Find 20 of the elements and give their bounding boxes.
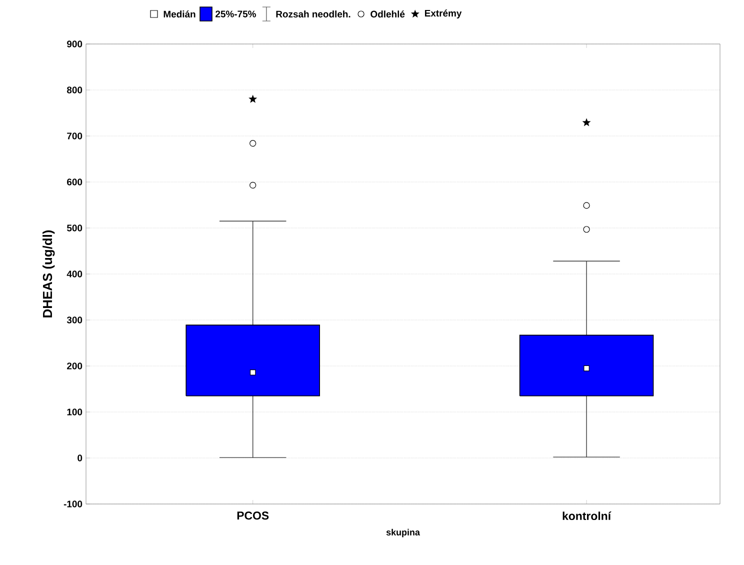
- text: Odlehlé: [370, 10, 405, 18]
- legend-label: Extrémy: [424, 10, 462, 18]
- y-tick-label: 0: [78, 454, 82, 462]
- x-axis-title: skupina: [386, 528, 420, 538]
- y-tick-label: 500: [66, 224, 82, 232]
- text: Rozsah neodleh.: [276, 10, 350, 18]
- y-tick-label: 300: [66, 316, 82, 324]
- y-tick-label: 100: [67, 408, 82, 416]
- x-tick-label: kontrolní: [562, 512, 612, 520]
- y-tick-label: 600: [67, 178, 82, 186]
- y-tick-label: 400: [66, 270, 82, 278]
- y-tick-label: -100: [64, 500, 82, 508]
- y-tick-label: 700: [67, 132, 82, 140]
- y-tick-label: 800: [66, 86, 82, 94]
- y-tick-label: 200: [67, 362, 82, 370]
- legend-label: 25%-75%: [216, 10, 256, 18]
- y-axis-title: DHEAS (ug/dl): [42, 230, 55, 318]
- y-tick-label: 900: [67, 40, 82, 48]
- text: Medián: [164, 10, 196, 18]
- x-tick-label: PCOS: [237, 512, 269, 520]
